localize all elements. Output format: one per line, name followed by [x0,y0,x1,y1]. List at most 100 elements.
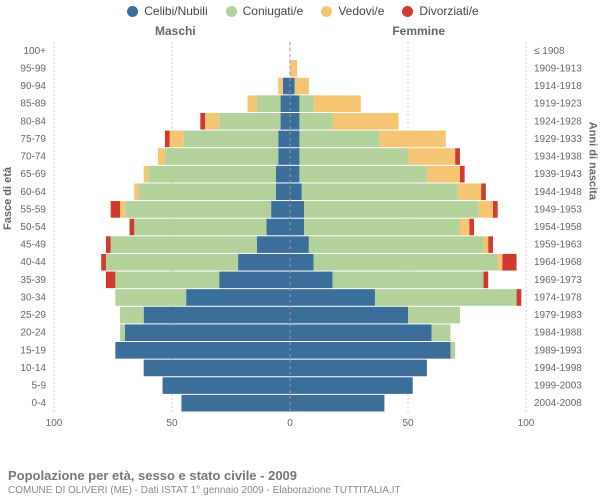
bar-m-single [163,377,290,394]
age-label: 90-94 [20,81,46,92]
birth-label: 1934-1938 [534,152,582,163]
bar-f-married [375,289,517,306]
bar-f-divorced [484,272,489,289]
bar-f-divorced [469,219,474,236]
bar-m-married [148,166,275,183]
birth-label: 2004-2008 [534,398,582,409]
bar-f-married [299,113,332,130]
bar-m-divorced [111,201,120,218]
age-label: 65-69 [20,169,46,180]
bar-m-single [186,289,290,306]
bar-m-single [219,272,290,289]
age-label: 55-59 [20,204,46,215]
age-label: 0-4 [32,398,47,409]
bar-m-married [111,236,257,253]
bar-f-single [290,395,384,412]
bar-f-single [290,131,299,148]
bar-f-single [290,254,314,271]
bar-m-divorced [200,113,205,130]
bar-f-widowed [408,148,455,165]
bar-m-single [283,78,290,95]
age-label: 40-44 [20,257,46,268]
bar-f-single [290,183,302,200]
bar-m-single [278,148,290,165]
bar-f-widowed [290,60,297,77]
age-label: 30-34 [20,292,46,303]
birth-label: 1969-1973 [534,275,582,286]
population-pyramid-chart: Celibi/NubiliConiugati/eVedovi/eDivorzia… [0,0,600,500]
bar-m-married [219,113,280,130]
birth-label: 1999-2003 [534,381,582,392]
birth-label: 1924-1928 [534,116,582,127]
legend: Celibi/NubiliConiugati/eVedovi/eDivorzia… [0,4,600,18]
right-axis-title: Anni di nascita [586,122,598,200]
bar-f-divorced [502,254,516,271]
bar-f-single [290,377,413,394]
legend-item: Celibi/Nubili [121,4,207,18]
bar-m-single [257,236,290,253]
bar-f-widowed [380,131,446,148]
bar-f-widowed [479,201,493,218]
bar-f-divorced [460,166,465,183]
birth-label: 1984-1988 [534,328,582,339]
birth-label: 1959-1963 [534,240,582,251]
legend-item: Vedovi/e [315,4,384,18]
birth-label: 1954-1958 [534,222,582,233]
bar-f-widowed [458,183,482,200]
plot-area: 100+≤ 190895-991909-191390-941914-191885… [50,40,530,430]
x-tick: 100 [518,418,535,429]
bar-m-married [115,289,186,306]
bar-f-single [290,342,450,359]
age-label: 85-89 [20,99,46,110]
bar-m-married [120,324,125,341]
bar-f-married [304,201,479,218]
female-title: Femmine [392,24,445,38]
bar-m-widowed [158,148,165,165]
birth-label: 1944-1948 [534,187,582,198]
bar-m-divorced [165,131,170,148]
age-label: 100+ [23,46,46,57]
bar-f-single [290,236,309,253]
bar-f-married [314,254,498,271]
bar-f-single [290,360,427,377]
bar-f-single [290,324,432,341]
bar-f-divorced [493,201,498,218]
birth-label: 1909-1913 [534,63,582,74]
bar-f-married [408,307,460,324]
bar-m-single [181,395,290,412]
chart-subtitle: COMUNE DI OLIVERI (ME) - Dati ISTAT 1° g… [8,485,401,496]
bar-m-divorced [106,236,111,253]
age-label: 50-54 [20,222,46,233]
birth-label: 1964-1968 [534,257,582,268]
birth-label: ≤ 1908 [534,46,565,57]
age-label: 75-79 [20,134,46,145]
bar-m-widowed [144,166,149,183]
bar-m-single [278,131,290,148]
bar-f-married [304,219,460,236]
age-label: 95-99 [20,63,46,74]
bar-m-married [134,219,266,236]
age-label: 60-64 [20,187,46,198]
bar-m-divorced [130,219,135,236]
bar-m-widowed [134,183,139,200]
bar-m-married [257,95,281,112]
footer: Popolazione per età, sesso e stato civil… [8,468,401,496]
bar-f-widowed [460,219,469,236]
bar-f-married [299,131,379,148]
bar-f-married [302,183,458,200]
legend-item: Divorziati/e [396,4,478,18]
bar-f-widowed [427,166,460,183]
x-tick: 50 [166,418,178,429]
bar-f-single [290,113,299,130]
bar-f-single [290,201,304,218]
birth-label: 1919-1923 [534,99,582,110]
bar-f-single [290,78,295,95]
birth-label: 1989-1993 [534,345,582,356]
bar-m-married [125,201,271,218]
bar-f-married [309,236,484,253]
age-label: 25-29 [20,310,46,321]
bar-f-divorced [517,289,522,306]
bar-f-divorced [481,183,486,200]
bar-m-single [144,307,290,324]
bar-f-married [299,166,426,183]
